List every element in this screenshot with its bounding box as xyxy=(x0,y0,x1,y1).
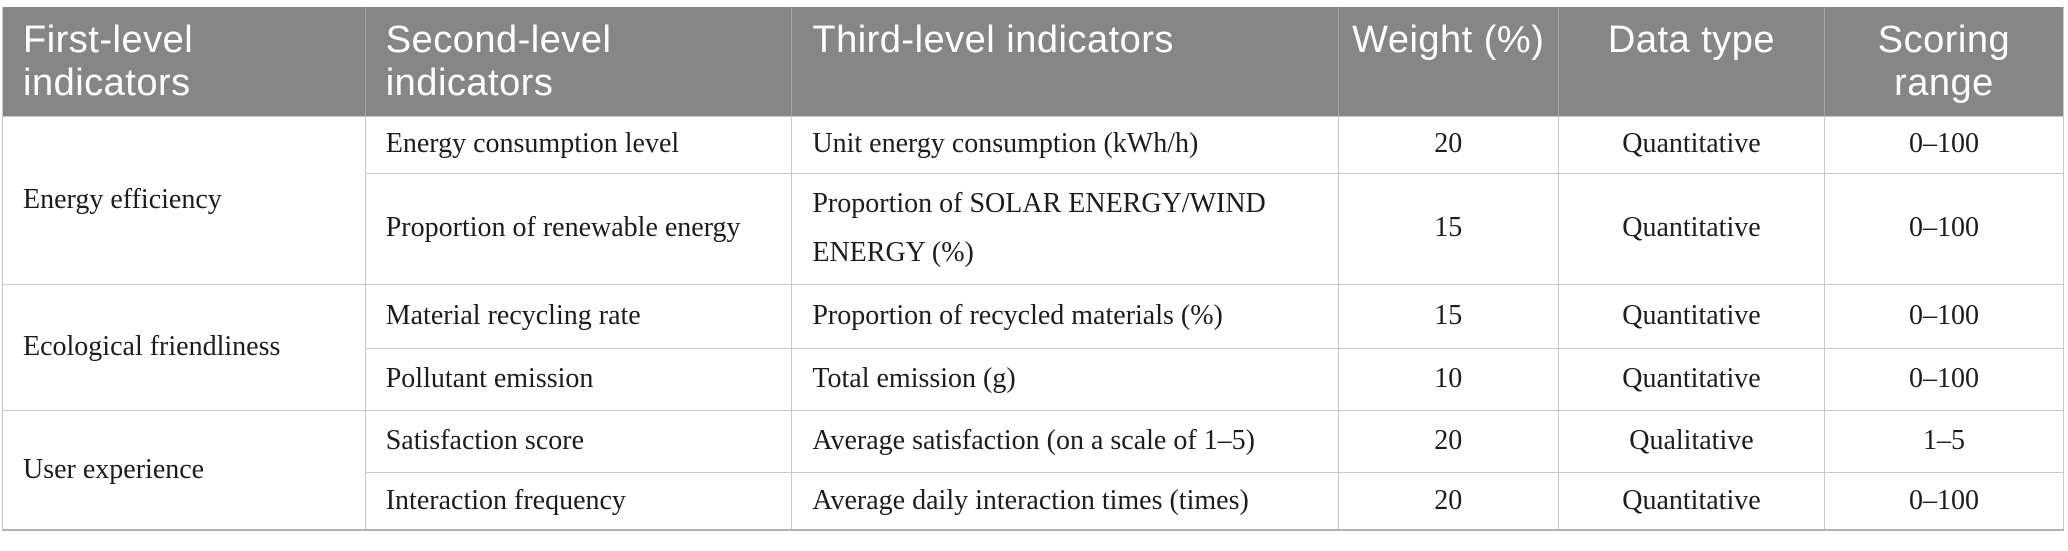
table-row: Energy efficiency Energy consumption lev… xyxy=(2,115,2065,285)
cell-third-level: Average daily interaction times (times) xyxy=(791,471,1339,531)
cell-scoring-range: 0–100 xyxy=(1823,172,2065,285)
cell-weight: 10 xyxy=(1337,347,1560,411)
cell-second-level: Pollutant emission xyxy=(364,347,793,411)
cell-weight: 15 xyxy=(1337,172,1560,285)
cell-data-type: Quantitative xyxy=(1558,471,1825,531)
cell-third-level: Average satisfaction (on a scale of 1–5) xyxy=(791,409,1339,473)
cell-scoring-range: 1–5 xyxy=(1823,409,2065,473)
cell-data-type: Quantitative xyxy=(1558,347,1825,411)
cell-weight: 20 xyxy=(1337,409,1560,473)
cell-third-level: Proportion of SOLAR ENERGY/WIND ENERGY (… xyxy=(791,172,1339,285)
cell-second-level: Material recycling rate xyxy=(364,283,793,349)
table-row: User experience Satisfaction score Avera… xyxy=(2,409,2065,531)
table-row: Interaction frequency Average daily inte… xyxy=(3,471,2065,531)
table-row: Proportion of renewable energy Proportio… xyxy=(3,172,2065,285)
cell-first-level: Energy efficiency xyxy=(2,115,366,285)
col-header-second-level-indicators: Second-level indicators xyxy=(364,7,792,117)
cell-scoring-range: 0–100 xyxy=(1823,283,2065,349)
cell-third-level: Total emission (g) xyxy=(791,347,1339,411)
table-row: Ecological friendliness Material recycli… xyxy=(2,283,2065,411)
cell-second-level: Interaction frequency xyxy=(364,471,793,531)
cell-data-type: Qualitative xyxy=(1558,409,1825,473)
cell-third-level: Proportion of recycled materials (%) xyxy=(791,283,1339,349)
cell-second-level: Proportion of renewable energy xyxy=(364,172,793,285)
cell-second-level: Satisfaction score xyxy=(364,409,793,473)
table-header-row: First-level indicators Second-level indi… xyxy=(2,7,2064,117)
cell-first-level: User experience xyxy=(2,409,366,531)
cell-scoring-range: 0–100 xyxy=(1823,347,2065,411)
col-header-weight: Weight (%) xyxy=(1337,7,1559,117)
table-row: Pollutant emission Total emission (g) 10… xyxy=(3,347,2065,411)
indicator-table: First-level indicators Second-level indi… xyxy=(2,7,2065,531)
cell-scoring-range: 0–100 xyxy=(1823,115,2065,174)
col-header-third-level-indicators: Third-level indicators xyxy=(791,7,1339,117)
col-header-scoring-range: Scoring range xyxy=(1823,7,2064,117)
cell-data-type: Quantitative xyxy=(1558,115,1825,174)
cell-second-level: Energy consumption level xyxy=(364,115,793,174)
cell-first-level: Ecological friendliness xyxy=(2,283,366,411)
cell-weight: 20 xyxy=(1337,115,1560,174)
cell-weight: 15 xyxy=(1337,283,1560,349)
cell-data-type: Quantitative xyxy=(1558,283,1825,349)
cell-data-type: Quantitative xyxy=(1558,172,1825,285)
cell-weight: 20 xyxy=(1337,471,1560,531)
cell-third-level: Unit energy consumption (kWh/h) xyxy=(791,115,1339,174)
cell-scoring-range: 0–100 xyxy=(1823,471,2065,531)
col-header-first-level-indicators: First-level indicators xyxy=(2,7,366,117)
col-header-data-type: Data type xyxy=(1558,7,1825,117)
